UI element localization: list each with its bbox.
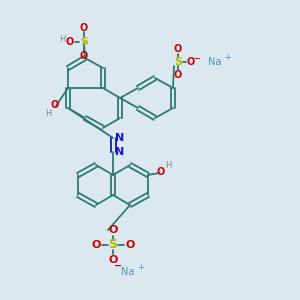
Text: O: O — [80, 23, 88, 33]
Text: +: + — [138, 263, 144, 272]
Text: O: O — [91, 240, 101, 250]
Text: S: S — [109, 238, 118, 251]
Text: Na: Na — [208, 57, 222, 67]
Text: +: + — [225, 53, 231, 62]
Text: H: H — [45, 109, 51, 118]
Text: O: O — [108, 225, 118, 235]
Text: O: O — [187, 57, 195, 67]
Text: O: O — [174, 44, 182, 54]
Text: Na: Na — [121, 267, 135, 277]
Text: O: O — [125, 240, 135, 250]
Text: S: S — [80, 37, 88, 47]
Text: O: O — [66, 37, 74, 47]
Text: O: O — [108, 255, 118, 265]
Text: N: N — [116, 133, 124, 143]
Text: −: − — [114, 261, 122, 271]
Text: O: O — [80, 51, 88, 61]
Text: O: O — [157, 167, 165, 177]
Text: −: − — [194, 55, 200, 64]
Text: H: H — [165, 161, 171, 170]
Text: S: S — [174, 57, 182, 67]
Text: H: H — [59, 35, 65, 44]
Text: N: N — [116, 147, 124, 157]
Text: O: O — [174, 70, 182, 80]
Text: O: O — [51, 100, 59, 110]
